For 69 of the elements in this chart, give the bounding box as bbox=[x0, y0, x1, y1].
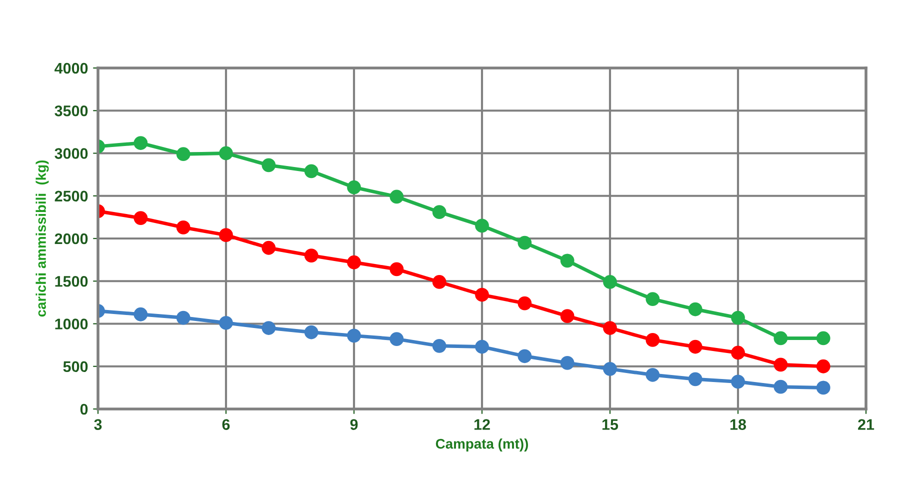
point bbox=[603, 362, 617, 376]
point bbox=[646, 333, 660, 347]
point bbox=[219, 316, 233, 330]
x-tick-label: 3 bbox=[94, 419, 102, 430]
x-tick-label: 21 bbox=[858, 419, 874, 430]
point bbox=[688, 372, 702, 386]
point bbox=[176, 310, 190, 325]
point bbox=[518, 236, 532, 250]
point bbox=[774, 380, 788, 394]
x-tick-label: 15 bbox=[602, 419, 618, 430]
point bbox=[816, 359, 830, 374]
point bbox=[304, 248, 318, 262]
point bbox=[560, 356, 574, 370]
y-tick-label: 1000 bbox=[55, 318, 88, 330]
x-tick-label: 18 bbox=[730, 419, 746, 430]
y-tick-label: 3500 bbox=[54, 105, 88, 116]
point bbox=[390, 332, 404, 346]
point bbox=[475, 288, 489, 302]
point bbox=[560, 309, 574, 324]
point bbox=[390, 190, 404, 204]
point bbox=[347, 255, 361, 270]
point bbox=[731, 374, 745, 389]
y-tick-label: 3000 bbox=[54, 148, 88, 159]
point bbox=[646, 292, 660, 306]
y-tick-label: 2000 bbox=[54, 233, 88, 244]
point bbox=[475, 340, 489, 354]
y-tick-label: 1500 bbox=[55, 276, 88, 287]
x-tick-label: 9 bbox=[350, 419, 358, 430]
x-axis-title: Campata (mt)) bbox=[436, 438, 528, 452]
point bbox=[176, 147, 190, 162]
point bbox=[603, 275, 617, 289]
point bbox=[134, 307, 148, 322]
point bbox=[688, 302, 702, 316]
point bbox=[774, 358, 788, 372]
point bbox=[731, 346, 745, 360]
y-axis-title: carichi ammissibili (kg) bbox=[36, 160, 49, 317]
point bbox=[560, 254, 574, 268]
point bbox=[816, 380, 830, 395]
point bbox=[774, 331, 788, 346]
point bbox=[390, 262, 404, 276]
point bbox=[347, 328, 361, 343]
point bbox=[134, 211, 148, 225]
point bbox=[603, 321, 617, 335]
point bbox=[688, 340, 702, 354]
point bbox=[219, 228, 233, 242]
y-tick-label: 500 bbox=[63, 361, 88, 372]
point bbox=[134, 136, 148, 150]
point bbox=[518, 296, 532, 310]
point bbox=[347, 180, 361, 194]
point bbox=[262, 321, 276, 335]
x-tick-label: 12 bbox=[474, 419, 490, 430]
point bbox=[304, 164, 318, 178]
point bbox=[304, 325, 318, 340]
point bbox=[262, 158, 276, 172]
point bbox=[176, 220, 190, 234]
point bbox=[731, 310, 745, 325]
y-tick-label: 4000 bbox=[54, 62, 88, 74]
point bbox=[518, 349, 532, 364]
point bbox=[432, 205, 446, 220]
y-tick-label: 2500 bbox=[54, 190, 88, 202]
point bbox=[475, 218, 489, 233]
point bbox=[219, 146, 233, 160]
point bbox=[432, 275, 446, 289]
point bbox=[646, 368, 660, 382]
y-tick-label: 0 bbox=[80, 404, 88, 415]
point bbox=[262, 240, 276, 255]
point bbox=[432, 338, 446, 353]
x-tick-label: 6 bbox=[222, 419, 230, 430]
point bbox=[816, 331, 830, 346]
